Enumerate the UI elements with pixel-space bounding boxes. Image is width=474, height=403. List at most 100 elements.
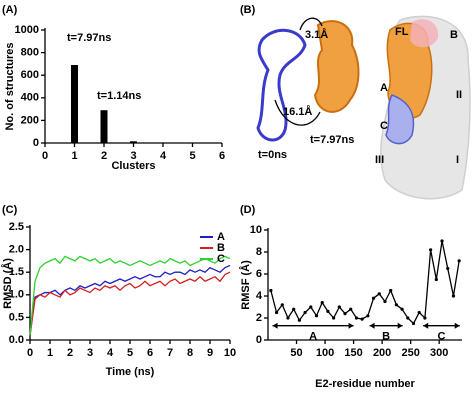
- data-point: [349, 307, 353, 311]
- range-label: C: [437, 331, 445, 343]
- y-tick-label: 0.0: [9, 334, 24, 346]
- panel-label: (A): [2, 4, 18, 16]
- structure-label: 3.1Å: [305, 28, 328, 41]
- data-point: [274, 310, 279, 315]
- y-tick-label: 2.5: [9, 221, 24, 233]
- data-point: [320, 301, 324, 305]
- data-line: [29, 271, 231, 336]
- legend-label: B: [217, 242, 225, 254]
- range-label: B: [382, 331, 390, 343]
- data-point: [309, 305, 313, 309]
- structure-label: A: [380, 82, 388, 94]
- y-tick-label: 2: [256, 312, 262, 324]
- data-point: [337, 305, 341, 309]
- x-tick-label: 0: [42, 150, 48, 162]
- data-point: [394, 303, 398, 307]
- y-tick-label: 1.5: [9, 266, 24, 278]
- panel-label: (D): [240, 204, 256, 216]
- x-tick-label: 4: [107, 347, 114, 359]
- data-point: [371, 296, 376, 300]
- y-tick-label: 800: [21, 47, 39, 59]
- structure-panel: [256, 15, 471, 200]
- data-point: [377, 292, 381, 296]
- panel-label: (B): [240, 4, 256, 16]
- annotation: t=1.14ns: [97, 90, 141, 102]
- x-tick-label: 3: [130, 150, 136, 162]
- y-tick-label: 8: [256, 246, 262, 258]
- x-tick-label: 100: [316, 347, 334, 359]
- y-tick-label: 2.0: [9, 244, 24, 256]
- y-tick-label: 1000: [15, 24, 39, 36]
- data-point: [297, 318, 301, 322]
- data-point: [423, 316, 427, 320]
- data-point: [314, 314, 319, 318]
- legend-label: C: [217, 253, 225, 265]
- x-tick-label: 1: [71, 150, 77, 162]
- blue-protein: [256, 29, 307, 142]
- y-tick-label: 600: [21, 69, 39, 81]
- structure-label: III: [375, 154, 384, 166]
- annotation: t=7.97ns: [67, 32, 111, 44]
- y-tick-label: 4: [256, 290, 263, 302]
- x-tick-label: 2: [67, 347, 73, 359]
- x-tick-label: 0: [27, 347, 33, 359]
- x-tick-label: 10: [224, 347, 236, 359]
- bar: [71, 65, 78, 143]
- y-axis-label: RMSD (Å): [1, 258, 14, 309]
- structure-label: B: [450, 29, 458, 41]
- y-axis-label: No. of structures: [4, 42, 16, 130]
- x-tick-label: 9: [207, 347, 213, 359]
- x-tick-label: 3: [87, 347, 93, 359]
- x-tick-label: 200: [373, 347, 391, 359]
- x-tick-label: 300: [430, 347, 448, 359]
- y-tick-label: 200: [21, 114, 39, 126]
- x-tick-label: 8: [187, 347, 193, 359]
- data-point: [303, 310, 307, 315]
- x-tick-label: 250: [401, 347, 419, 359]
- data-point: [286, 316, 290, 320]
- data-line: [29, 255, 231, 336]
- y-tick-label: 1.0: [9, 289, 24, 301]
- data-point: [354, 316, 359, 320]
- data-point: [417, 310, 421, 315]
- y-tick-label: 0: [33, 137, 39, 149]
- x-tick-label: 7: [167, 347, 173, 359]
- y-tick-label: 400: [21, 92, 39, 104]
- data-point: [406, 316, 410, 320]
- x-tick-label: 6: [219, 150, 225, 162]
- x-tick-label: 150: [344, 347, 362, 359]
- data-point: [400, 307, 404, 311]
- y-tick-label: 6: [256, 268, 262, 280]
- arrow-3-1: [299, 17, 323, 31]
- data-line: [270, 240, 460, 325]
- orange-protein: [313, 20, 360, 113]
- pink-region: [410, 19, 439, 48]
- data-point: [440, 239, 444, 243]
- x-tick-label: 5: [189, 150, 195, 162]
- structure-label: II: [456, 89, 462, 101]
- x-axis-label: E2-residue number: [315, 378, 415, 390]
- data-point: [451, 294, 456, 298]
- data-point: [292, 307, 296, 311]
- x-tick-label: 2: [101, 150, 107, 162]
- structure-label: 16.1Å: [283, 105, 312, 118]
- data-point: [411, 321, 416, 326]
- x-tick-label: 4: [160, 150, 167, 162]
- x-tick-label: 6: [147, 347, 153, 359]
- data-point: [343, 312, 347, 316]
- x-axis-label: Time (ns): [106, 366, 155, 378]
- structure-label: C: [380, 120, 388, 132]
- data-point: [326, 309, 330, 313]
- range-label: A: [309, 331, 317, 343]
- x-tick-label: 5: [127, 347, 133, 359]
- y-tick-label: 0.5: [9, 311, 24, 323]
- data-point: [389, 288, 393, 293]
- data-point: [434, 277, 438, 282]
- data-point: [332, 316, 336, 320]
- structure-label: I: [456, 154, 459, 166]
- structure-label: FL: [395, 26, 409, 38]
- x-tick-label: 1: [47, 347, 53, 359]
- arrow-16-1: [274, 99, 321, 126]
